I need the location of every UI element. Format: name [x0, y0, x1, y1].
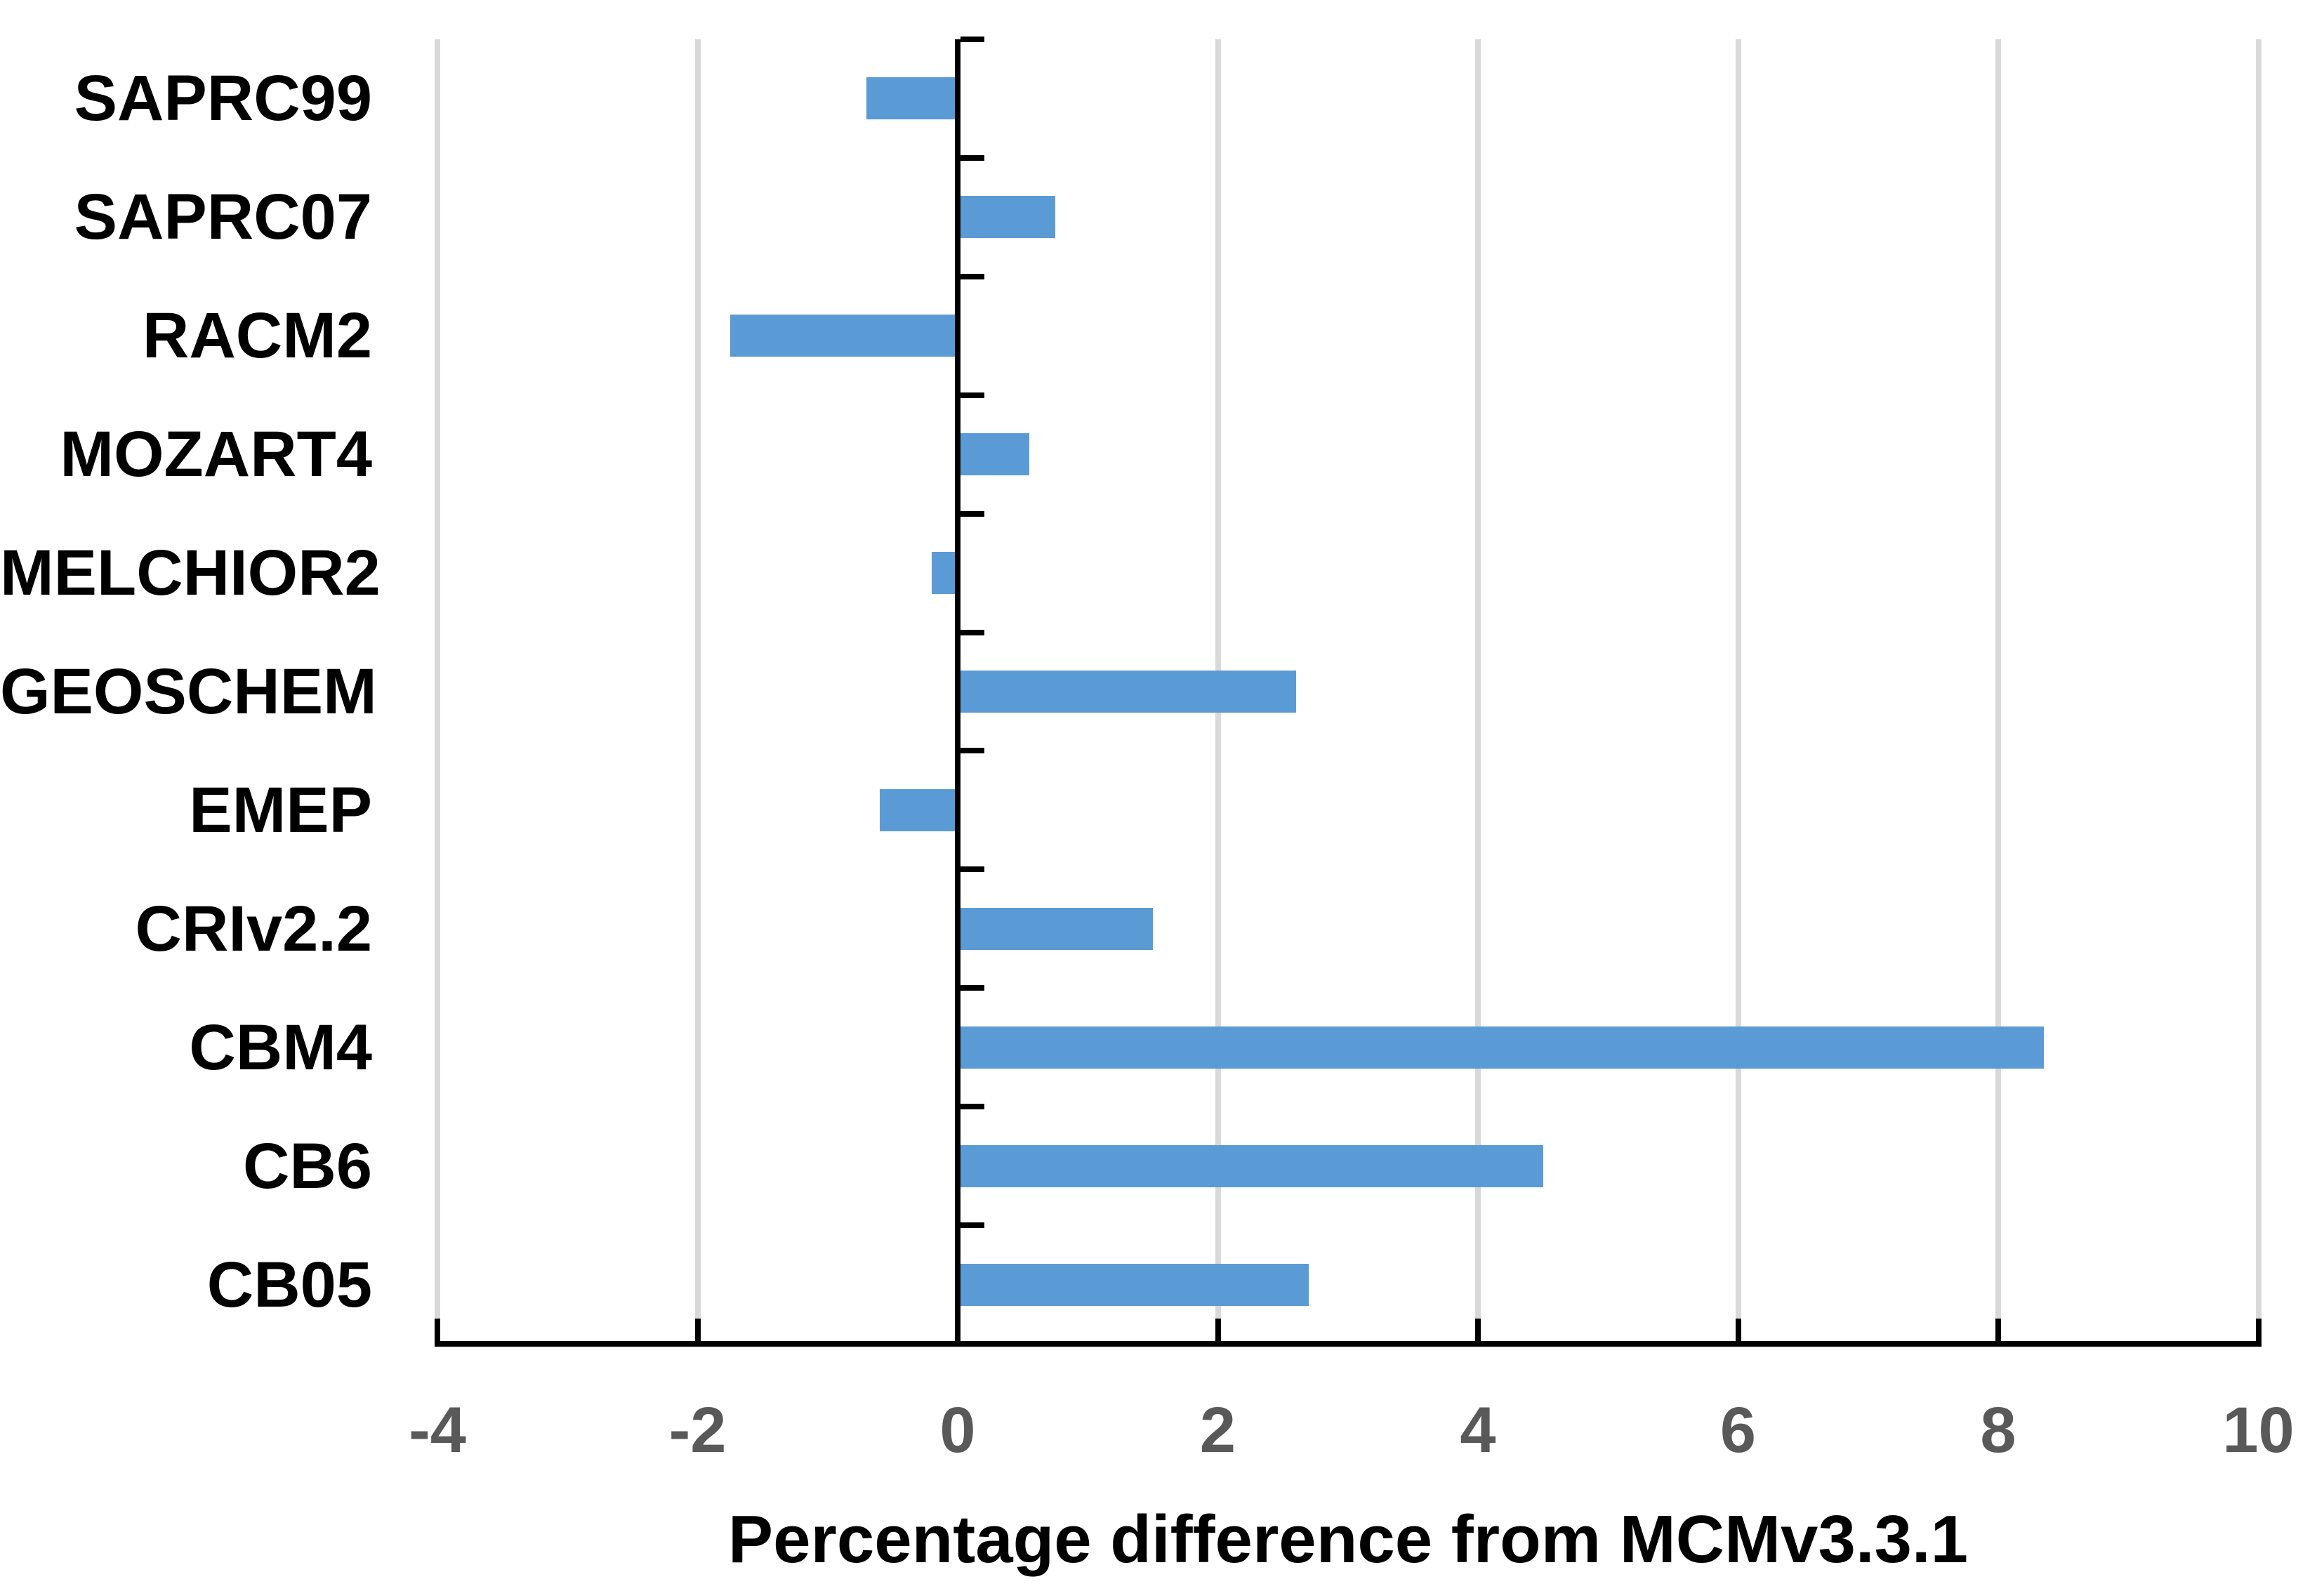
gridline-4: [1475, 39, 1481, 1341]
bar-CB05: [958, 1263, 1309, 1306]
bar-EMEP: [879, 788, 958, 831]
x-tick-6: [1735, 1319, 1741, 1341]
bar-MELCHIOR2: [931, 552, 958, 595]
category-label-CB05: CB05: [206, 1248, 372, 1321]
bar-RACM2: [729, 315, 958, 357]
zero-axis-line: [955, 39, 960, 1347]
x-tick-8: [1995, 1319, 2001, 1341]
category-tick-4: [960, 510, 984, 517]
x-tick-label-10: 10: [2222, 1394, 2295, 1466]
category-label-SAPRC99: SAPRC99: [74, 62, 372, 135]
x-tick--4: [435, 1319, 440, 1341]
x-tick-label--4: -4: [409, 1394, 466, 1466]
category-label-SAPRC07: SAPRC07: [74, 181, 372, 253]
category-label-RACM2: RACM2: [142, 300, 372, 372]
bar-CBM4: [958, 1026, 2044, 1069]
gridline-6: [1735, 39, 1741, 1341]
category-tick-5: [960, 629, 984, 635]
category-tick-2: [960, 273, 984, 279]
category-tick-10: [960, 1222, 984, 1229]
x-tick-label-4: 4: [1460, 1394, 1496, 1466]
bar-SAPRC99: [866, 77, 958, 120]
x-tick-10: [2255, 1319, 2262, 1341]
category-label-CB6: CB6: [242, 1130, 372, 1202]
category-tick-1: [960, 154, 984, 161]
category-tick-0: [960, 37, 984, 42]
category-tick-8: [960, 985, 984, 991]
category-label-MELCHIOR2: MELCHIOR2: [0, 537, 381, 609]
category-tick-7: [960, 866, 984, 873]
x-tick-label-8: 8: [1980, 1394, 2016, 1466]
category-label-CRIv2.2: CRIv2.2: [135, 892, 373, 965]
bar-GEOSCHEM: [958, 671, 1296, 713]
category-tick-9: [960, 1104, 984, 1110]
category-label-MOZART4: MOZART4: [60, 418, 372, 491]
bar-MOZART4: [958, 433, 1029, 476]
x-tick-label-0: 0: [939, 1394, 976, 1466]
bar-CRIv2.2: [958, 907, 1153, 950]
x-axis-line: [435, 1341, 2262, 1347]
x-tick-label-2: 2: [1199, 1394, 1236, 1466]
bar-CB6: [958, 1144, 1543, 1187]
bar-SAPRC07: [958, 196, 1055, 239]
x-tick-label-6: 6: [1719, 1394, 1757, 1466]
x-tick--2: [694, 1319, 701, 1341]
x-tick-4: [1475, 1319, 1481, 1341]
gridline--2: [694, 39, 701, 1341]
gridline-10: [2255, 39, 2262, 1341]
x-tick-0: [955, 1319, 960, 1341]
category-label-EMEP: EMEP: [189, 774, 372, 846]
x-tick-2: [1215, 1319, 1221, 1341]
gridline-8: [1995, 39, 2001, 1341]
x-axis-title: Percentage difference from MCMv3.3.1: [728, 1502, 1968, 1577]
category-label-GEOSCHEM: GEOSCHEM: [0, 656, 377, 727]
category-label-CBM4: CBM4: [189, 1011, 372, 1083]
category-tick-3: [960, 392, 984, 398]
category-tick-6: [960, 748, 984, 754]
gridline--4: [435, 39, 440, 1341]
x-tick-label--2: -2: [668, 1394, 727, 1466]
